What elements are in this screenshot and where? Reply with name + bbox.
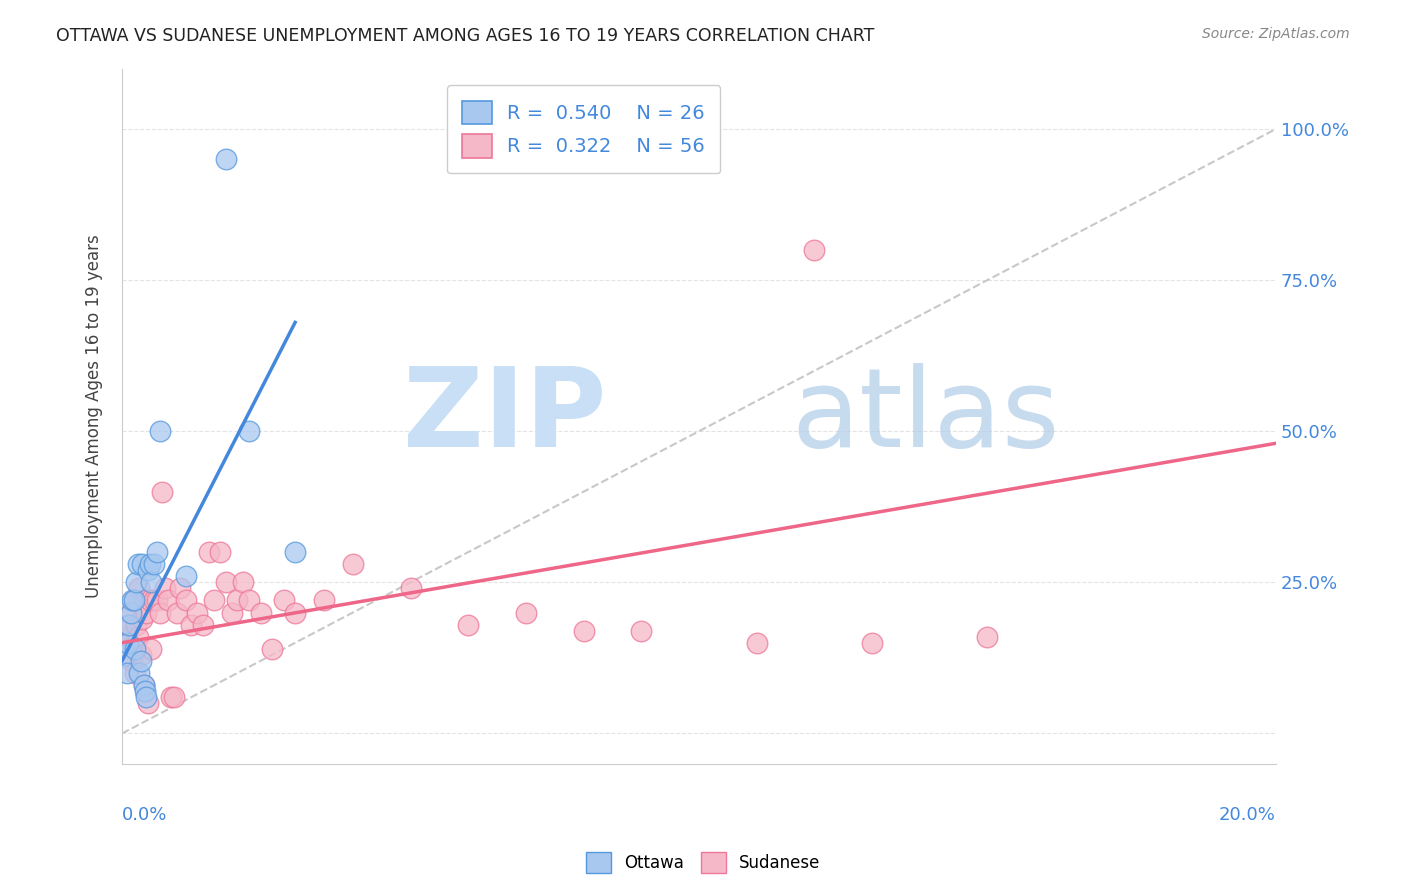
Point — [145, 593, 167, 607]
Point — [399, 582, 422, 596]
Point — [136, 696, 159, 710]
Text: 0.0%: 0.0% — [122, 806, 167, 824]
Point — [169, 582, 191, 596]
Point — [122, 593, 145, 607]
Point — [139, 575, 162, 590]
Point — [121, 593, 143, 607]
Point — [174, 593, 197, 607]
Point — [115, 630, 138, 644]
Point — [129, 654, 152, 668]
Point — [127, 558, 149, 572]
Point — [136, 563, 159, 577]
Text: 20.0%: 20.0% — [1219, 806, 1277, 824]
Text: OTTAWA VS SUDANESE UNEMPLOYMENT AMONG AGES 16 TO 19 YEARS CORRELATION CHART: OTTAWA VS SUDANESE UNEMPLOYMENT AMONG AG… — [56, 27, 875, 45]
Y-axis label: Unemployment Among Ages 16 to 19 years: Unemployment Among Ages 16 to 19 years — [86, 235, 103, 598]
Point — [132, 678, 155, 692]
Point — [125, 617, 148, 632]
Point — [284, 545, 307, 559]
Point — [129, 648, 152, 662]
Point — [142, 558, 165, 572]
Point — [457, 617, 479, 632]
Point — [630, 624, 652, 638]
Point — [120, 606, 142, 620]
Point — [221, 606, 243, 620]
Point — [226, 593, 249, 607]
Point — [139, 558, 162, 572]
Point — [118, 617, 141, 632]
Text: Source: ZipAtlas.com: Source: ZipAtlas.com — [1202, 27, 1350, 41]
Point — [117, 636, 139, 650]
Point — [142, 593, 165, 607]
Point — [134, 593, 156, 607]
Point — [117, 617, 139, 632]
Point — [238, 593, 260, 607]
Point — [160, 690, 183, 705]
Point — [124, 665, 146, 680]
Point — [202, 593, 225, 607]
Text: ZIP: ZIP — [404, 362, 607, 469]
Point — [148, 424, 170, 438]
Point — [209, 545, 232, 559]
Point — [120, 606, 142, 620]
Legend: R =  0.540    N = 26, R =  0.322    N = 56: R = 0.540 N = 26, R = 0.322 N = 56 — [447, 86, 720, 173]
Point — [135, 690, 157, 705]
Point — [127, 630, 149, 644]
Text: atlas: atlas — [792, 362, 1060, 469]
Point — [197, 545, 219, 559]
Point — [122, 593, 145, 607]
Point — [125, 575, 148, 590]
Point — [114, 648, 136, 662]
Point — [860, 636, 883, 650]
Point — [128, 665, 150, 680]
Point — [238, 424, 260, 438]
Point — [803, 243, 825, 257]
Point — [215, 152, 238, 166]
Point — [135, 606, 157, 620]
Point — [124, 641, 146, 656]
Point — [976, 630, 998, 644]
Point — [148, 606, 170, 620]
Point — [284, 606, 307, 620]
Point — [132, 678, 155, 692]
Point — [163, 690, 186, 705]
Point — [215, 575, 238, 590]
Point — [118, 641, 141, 656]
Point — [745, 636, 768, 650]
Point — [139, 593, 162, 607]
Point — [174, 569, 197, 583]
Point — [572, 624, 595, 638]
Point — [155, 582, 177, 596]
Point — [342, 558, 364, 572]
Point — [515, 606, 537, 620]
Point — [114, 636, 136, 650]
Legend: Ottawa, Sudanese: Ottawa, Sudanese — [579, 846, 827, 880]
Point — [131, 611, 153, 625]
Point — [166, 606, 188, 620]
Point — [232, 575, 254, 590]
Point — [186, 606, 208, 620]
Point — [134, 684, 156, 698]
Point — [157, 593, 180, 607]
Point — [131, 558, 153, 572]
Point — [128, 582, 150, 596]
Point — [145, 545, 167, 559]
Point — [115, 665, 138, 680]
Point — [273, 593, 295, 607]
Point — [180, 617, 202, 632]
Point — [260, 641, 283, 656]
Point — [191, 617, 214, 632]
Point — [139, 641, 162, 656]
Point — [312, 593, 335, 607]
Point — [121, 654, 143, 668]
Point — [152, 484, 174, 499]
Point — [249, 606, 271, 620]
